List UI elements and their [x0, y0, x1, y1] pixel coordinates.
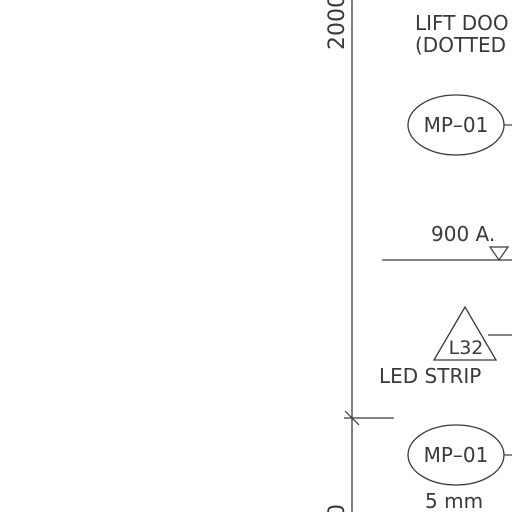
lift-door-note-line1: LIFT DOO	[415, 11, 509, 35]
dimension-top-value: 2000	[325, 0, 350, 50]
level-label: 900 A.	[431, 222, 495, 246]
material-tag-top-label: MP–01	[424, 113, 489, 137]
thickness-note: 5 mm	[425, 489, 483, 512]
material-tag-bottom-label: MP–01	[424, 443, 489, 467]
light-symbol-label: L32	[449, 337, 484, 359]
lift-door-note-line2: (DOTTED	[415, 33, 506, 57]
led-strip-note: LED STRIP	[379, 364, 481, 388]
level-marker-triangle	[488, 246, 510, 262]
light-symbol-triangle	[432, 305, 498, 361]
dimension-tick	[344, 410, 360, 426]
dimension-bottom-value: 0	[325, 504, 350, 512]
